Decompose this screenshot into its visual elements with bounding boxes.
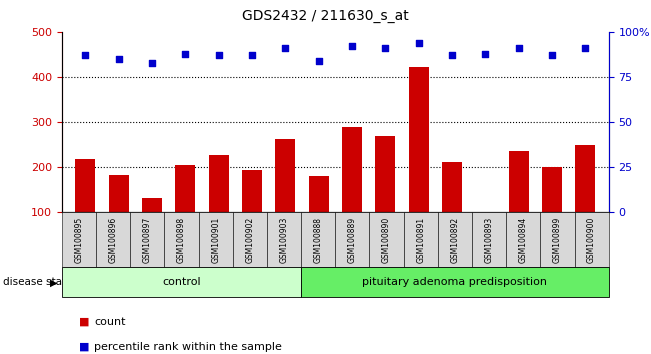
Point (413, 40, 424, 46)
Text: GSM100891: GSM100891 (416, 217, 425, 263)
Text: GSM100894: GSM100894 (519, 217, 528, 263)
Text: GSM100888: GSM100888 (314, 217, 323, 263)
Bar (508, 150, 529, 258)
Text: GSM100890: GSM100890 (382, 217, 391, 263)
Bar (142, 198, 162, 258)
Bar (75, 159, 95, 258)
Bar (542, 167, 562, 258)
Text: ■: ■ (79, 317, 90, 327)
Point (514, 45, 524, 51)
Point (313, 58, 324, 64)
Point (180, 51, 191, 56)
Text: GSM100897: GSM100897 (143, 217, 152, 263)
Text: GSM100892: GSM100892 (450, 217, 460, 263)
Text: percentile rank within the sample: percentile rank within the sample (94, 342, 283, 352)
Text: GSM100889: GSM100889 (348, 217, 357, 263)
Point (347, 44, 357, 49)
Text: ■: ■ (79, 342, 90, 352)
Text: ▶: ▶ (49, 277, 57, 287)
Bar (309, 176, 329, 258)
Text: GSM100893: GSM100893 (484, 217, 493, 263)
Text: count: count (94, 317, 126, 327)
Bar (409, 67, 428, 258)
Text: GSM100896: GSM100896 (109, 217, 118, 263)
Bar (342, 127, 362, 258)
Bar (109, 175, 128, 258)
Text: GSM100895: GSM100895 (74, 217, 83, 263)
Point (447, 52, 457, 58)
Point (580, 45, 590, 51)
Point (547, 52, 557, 58)
Point (247, 52, 257, 58)
Point (146, 60, 157, 65)
Text: GSM100901: GSM100901 (211, 217, 220, 263)
Text: control: control (162, 277, 201, 287)
Bar (175, 165, 195, 258)
Bar (575, 145, 596, 258)
Bar (275, 139, 296, 258)
Text: GSM100899: GSM100899 (553, 217, 562, 263)
Bar (375, 136, 395, 258)
Point (380, 45, 391, 51)
Text: GSM100903: GSM100903 (279, 217, 288, 263)
Bar (475, 212, 495, 258)
Point (214, 52, 224, 58)
Text: disease state: disease state (3, 277, 73, 287)
Text: GSM100900: GSM100900 (587, 217, 596, 263)
Point (480, 51, 490, 56)
Bar (442, 162, 462, 258)
Text: GSM100902: GSM100902 (245, 217, 255, 263)
Text: pituitary adenoma predisposition: pituitary adenoma predisposition (363, 277, 547, 287)
Text: GSM100898: GSM100898 (177, 217, 186, 263)
Point (280, 45, 290, 51)
Point (113, 56, 124, 62)
Bar (242, 170, 262, 258)
Bar (208, 155, 229, 258)
Text: GDS2432 / 211630_s_at: GDS2432 / 211630_s_at (242, 9, 409, 23)
Point (80, 52, 90, 58)
